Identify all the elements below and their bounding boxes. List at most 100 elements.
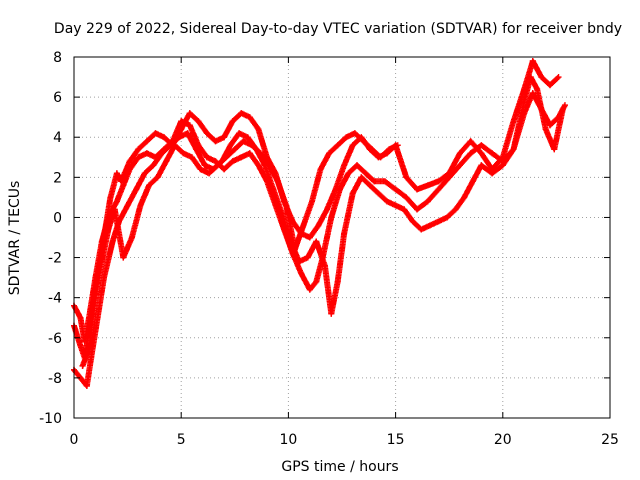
data-point (360, 138, 367, 145)
data-point (298, 270, 305, 277)
data-point (88, 354, 95, 361)
data-point (394, 142, 401, 149)
data-point (274, 178, 281, 185)
marker-trail (71, 58, 561, 361)
data-point (349, 190, 356, 197)
data-point (236, 130, 243, 137)
data-point (124, 202, 131, 209)
data-point (306, 286, 313, 293)
data-point (86, 346, 93, 353)
data-point (244, 134, 251, 141)
data-point (354, 162, 361, 169)
data-point (178, 126, 185, 133)
data-point (521, 86, 528, 93)
data-point (214, 162, 221, 169)
data-point (555, 74, 562, 81)
data-point (154, 174, 161, 181)
data-point (456, 162, 463, 169)
data-point (126, 158, 133, 165)
data-point (456, 150, 463, 157)
data-point (546, 82, 553, 89)
data-point (538, 74, 545, 81)
data-point (424, 198, 431, 205)
data-point (334, 142, 341, 149)
data-point (403, 194, 410, 201)
data-point (229, 118, 236, 125)
data-point (77, 314, 84, 321)
data-point (349, 142, 356, 149)
data-point (435, 186, 442, 193)
data-point (206, 170, 213, 177)
data-point (386, 146, 393, 153)
data-point (221, 166, 228, 173)
data-point (478, 162, 485, 169)
data-point (403, 174, 410, 181)
data-point (332, 186, 339, 193)
data-point (392, 202, 399, 209)
data-point (414, 186, 421, 193)
x-tick-label: 15 (387, 432, 405, 448)
data-point (489, 150, 496, 157)
chart-points (71, 58, 568, 389)
data-point (111, 206, 118, 213)
data-point (510, 146, 517, 153)
data-point (321, 262, 328, 269)
x-axis: 0 5 10 15 20 25 (70, 57, 619, 448)
data-point (381, 178, 388, 185)
data-point (538, 106, 545, 113)
data-point (197, 166, 204, 173)
data-point (212, 138, 219, 145)
data-point (141, 170, 148, 177)
data-point (223, 154, 230, 161)
plot-frame (73, 56, 611, 419)
data-point (392, 186, 399, 193)
data-point (283, 202, 290, 209)
data-point (300, 222, 307, 229)
data-point (227, 142, 234, 149)
data-point (542, 126, 549, 133)
data-point (257, 150, 264, 157)
series-track-2 (71, 58, 562, 361)
data-point (266, 162, 273, 169)
data-point (152, 130, 159, 137)
y-axis: -10 -8 -6 -4 -2 0 2 4 6 8 (39, 50, 610, 427)
y-tick-label: 4 (53, 130, 62, 146)
data-point (446, 170, 453, 177)
data-point (113, 198, 120, 205)
data-point (555, 114, 562, 121)
data-point (435, 178, 442, 185)
data-point (313, 238, 320, 245)
data-point (384, 198, 391, 205)
data-point (195, 118, 202, 125)
data-point (203, 130, 210, 137)
data-point (362, 170, 369, 177)
data-point (296, 258, 303, 265)
series-track-4 (79, 130, 401, 369)
data-point (369, 146, 376, 153)
y-tick-label: -4 (48, 291, 62, 307)
data-point (291, 246, 298, 253)
data-point (444, 214, 451, 221)
data-point (158, 150, 165, 157)
data-point (246, 114, 253, 121)
data-point (238, 154, 245, 161)
data-point (467, 150, 474, 157)
data-point (328, 310, 335, 317)
data-point (315, 222, 322, 229)
y-tick-label: -10 (39, 411, 62, 427)
data-point (118, 178, 125, 185)
data-point (113, 170, 120, 177)
y-tick-label: 8 (53, 50, 62, 66)
data-point (561, 102, 568, 109)
data-point (201, 162, 208, 169)
y-tick-label: 6 (53, 90, 62, 106)
data-point (135, 146, 142, 153)
data-point (323, 206, 330, 213)
y-tick-label: 2 (53, 170, 62, 186)
data-point (146, 182, 153, 189)
data-point (313, 278, 320, 285)
data-point (317, 166, 324, 173)
data-point (255, 126, 262, 133)
x-tick-label: 20 (494, 432, 512, 448)
data-point (79, 362, 86, 369)
